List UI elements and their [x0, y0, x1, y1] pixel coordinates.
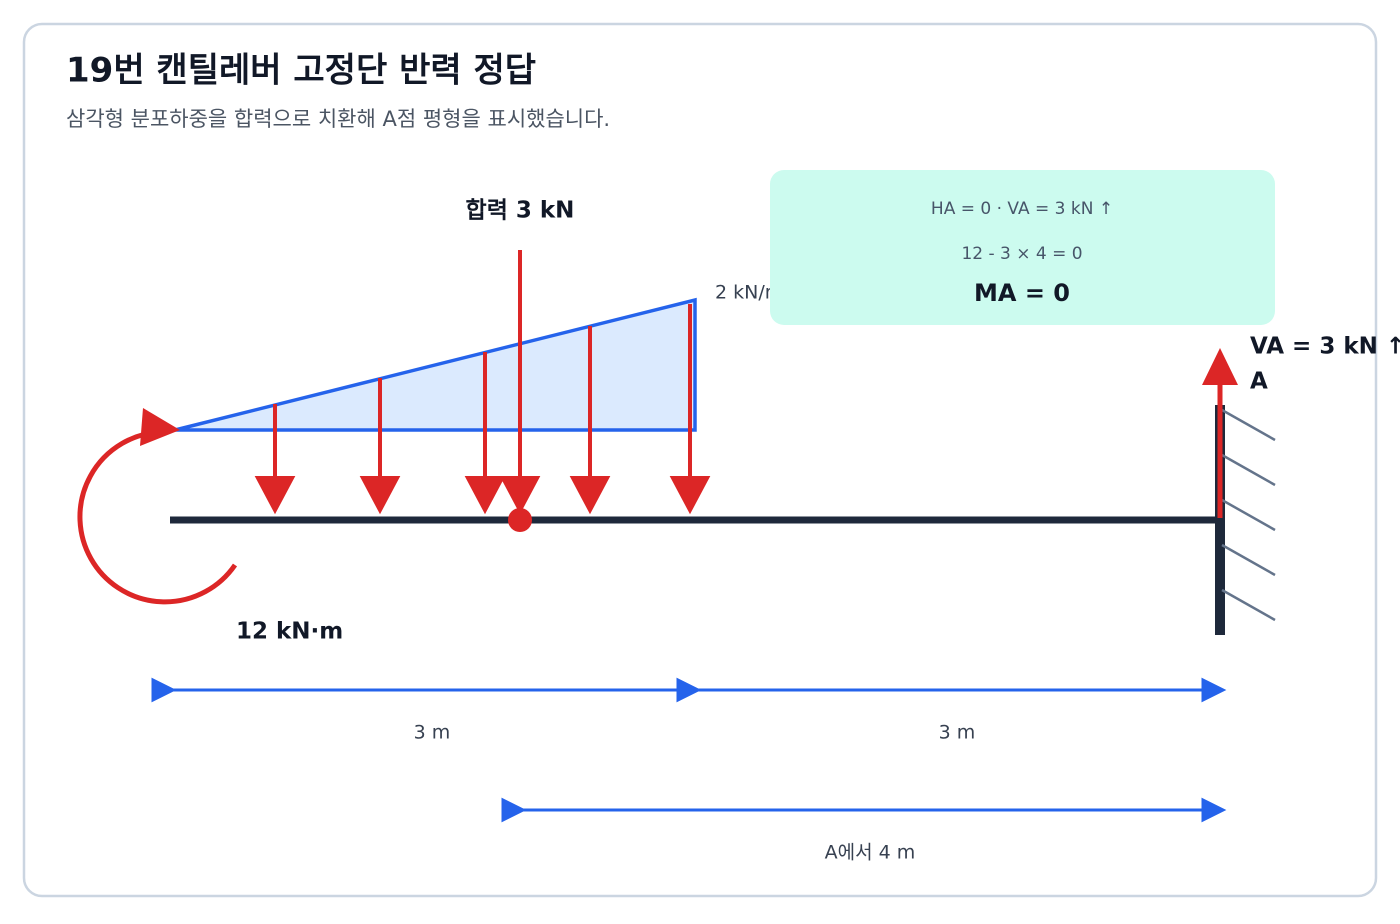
- load-label: 2 kN/m: [715, 282, 783, 304]
- load-arrows: [254, 250, 711, 515]
- summary-box: [770, 170, 1275, 325]
- distributed-load: [174, 297, 697, 432]
- summary-result: MA = 0: [974, 279, 1070, 307]
- summary-line: HA = 0 · VA = 3 kN ↑: [931, 199, 1113, 219]
- reaction-label: VA = 3 kN ↑: [1250, 334, 1400, 360]
- dimension-label: 3 m: [414, 722, 451, 744]
- support-label: A: [1250, 369, 1268, 395]
- dimension-label: 3 m: [939, 722, 976, 744]
- moment-label: 12 kN·m: [236, 619, 343, 645]
- hatch: [1221, 408, 1276, 622]
- title: 19번 캔틸레버 고정단 반력 정답: [66, 51, 536, 91]
- summary-line: 12 - 3 × 4 = 0: [961, 244, 1082, 264]
- dimension-label: A에서 4 m: [825, 842, 916, 864]
- subtitle: 삼각형 분포하중을 합력으로 치환해 A점 평형을 표시했습니다.: [66, 107, 610, 131]
- moment-arrowhead: [140, 408, 180, 446]
- card: [22, 22, 1378, 898]
- moment-arc: [77, 429, 238, 605]
- dimension-lines: [151, 677, 1227, 823]
- resultant-point: [508, 508, 532, 532]
- resultant-label: 합력 3 kN: [466, 198, 575, 224]
- reaction-arrowhead: [1202, 348, 1238, 385]
